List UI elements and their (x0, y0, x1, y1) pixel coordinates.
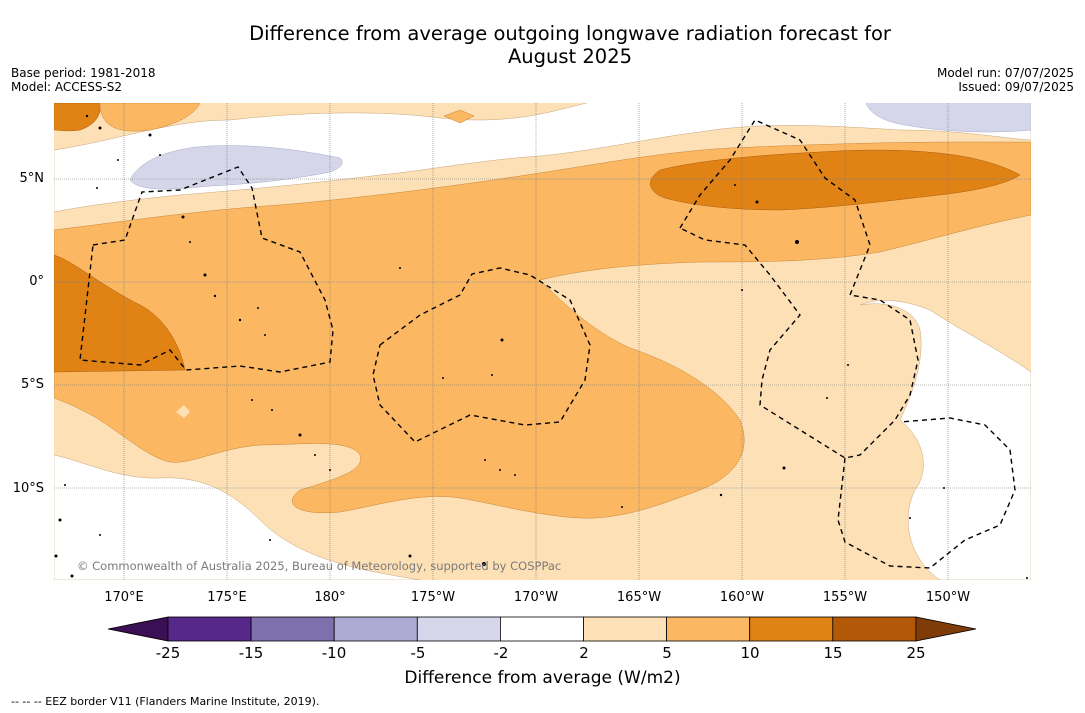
model-run: Model run: 07/07/2025 (936, 66, 1074, 80)
neutral-region-southwest (54, 454, 421, 580)
meta-left: Base period: 1981-2018 Model: ACCESS-S2 (11, 66, 156, 94)
issued-date: Issued: 09/07/2025 (958, 80, 1074, 94)
colorbar-tick: -2 (493, 644, 509, 662)
eez-kiribati-phoenix (372, 267, 591, 443)
lon-label-155w: 155°W (822, 590, 868, 605)
band-5-10-top-patch (99, 103, 201, 132)
lon-label-150w: 150°W (925, 590, 971, 605)
map-title: Difference from average outgoing longwav… (0, 22, 1085, 68)
negative-patch-northeast (865, 103, 1031, 133)
band-5-10-small-patch (443, 109, 475, 124)
band-10-15-west (54, 254, 186, 373)
title-line-2: August 2025 (507, 45, 633, 68)
colorbar-title: Difference from average (W/m2) (404, 668, 681, 688)
lat-label-5n: 5°N (19, 171, 45, 186)
band-10-15-north-corner (54, 103, 101, 132)
eez-footnote: -- -- -- EEZ border V11 (Flanders Marine… (11, 695, 320, 708)
colorbar-tick: -15 (238, 644, 264, 662)
islands (54, 114, 1028, 579)
band-10-15-northeast (650, 149, 1021, 211)
colorbar-tick: 25 (906, 644, 926, 662)
copyright-notice: © Commonwealth of Australia 2025, Bureau… (77, 559, 562, 573)
lon-label-175w: 175°W (410, 590, 456, 605)
colorbar-tick: 2 (579, 644, 589, 662)
meta-right: Model run: 07/07/2025 Issued: 09/07/2025 (937, 66, 1074, 94)
neutral-region-north (54, 103, 1031, 213)
map-plot-area (54, 103, 1031, 580)
band-2-5-island-patch (176, 405, 190, 418)
lat-label-10s: 10°S (12, 481, 44, 496)
colorbar-tick: -10 (321, 644, 347, 662)
title-line-1: Difference from average outgoing longwav… (249, 22, 891, 45)
lon-label-165w: 165°W (616, 590, 662, 605)
lon-label-170w: 170°W (513, 590, 559, 605)
lat-label-0: 0° (29, 274, 44, 289)
lat-label-5s: 5°S (20, 377, 44, 392)
lon-label-180: 180° (314, 590, 346, 605)
lon-label-170e: 170°E (104, 590, 144, 605)
colorbar-tick: 15 (823, 644, 843, 662)
colorbar-tick: 10 (740, 644, 760, 662)
lon-label-175e: 175°E (207, 590, 247, 605)
eez-borders (79, 119, 1016, 569)
colorbar-tick: 5 (662, 644, 672, 662)
eez-kiribati-line (679, 119, 919, 459)
neutral-region-east (859, 300, 1031, 580)
base-period: Base period: 1981-2018 (11, 66, 156, 80)
band-5-10 (54, 141, 1031, 519)
colorbar-tick: -5 (410, 644, 426, 662)
lon-label-160w: 160°W (719, 590, 765, 605)
eez-french-polynesia (837, 417, 1016, 569)
colorbar-tick: -25 (155, 644, 181, 662)
eez-kiribati-gilbert (79, 166, 334, 373)
model-name: Model: ACCESS-S2 (11, 80, 123, 94)
